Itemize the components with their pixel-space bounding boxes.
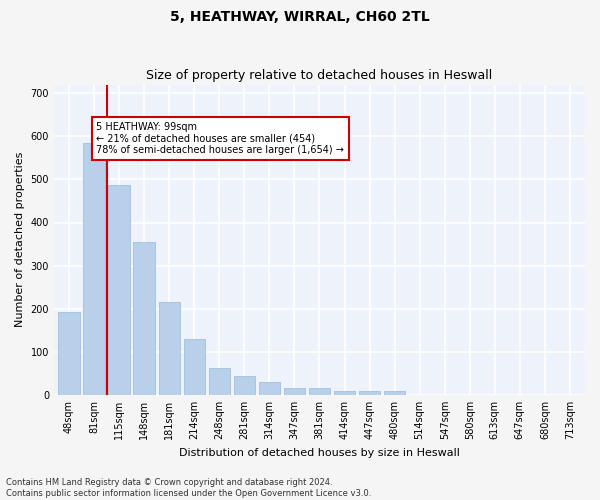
X-axis label: Distribution of detached houses by size in Heswall: Distribution of detached houses by size … (179, 448, 460, 458)
Bar (133, 242, 155, 395)
Title: Size of property relative to detached houses in Heswall: Size of property relative to detached ho… (146, 69, 493, 82)
Bar (184, 339, 205, 395)
Text: 5, HEATHWAY, WIRRAL, CH60 2TL: 5, HEATHWAY, WIRRAL, CH60 2TL (170, 10, 430, 24)
Bar (359, 390, 380, 395)
Bar (384, 392, 405, 395)
Text: 5 HEATHWAY: 99sqm
← 21% of detached houses are smaller (454)
78% of semi-detache: 5 HEATHWAY: 99sqm ← 21% of detached hous… (97, 122, 344, 155)
Text: Contains HM Land Registry data © Crown copyright and database right 2024.
Contai: Contains HM Land Registry data © Crown c… (6, 478, 371, 498)
Bar (83, 143, 104, 395)
Bar (109, 185, 130, 395)
Bar (284, 388, 305, 395)
Y-axis label: Number of detached properties: Number of detached properties (15, 152, 25, 328)
Bar (334, 392, 355, 395)
Bar (209, 368, 230, 395)
Bar (158, 302, 180, 395)
Bar (309, 388, 330, 395)
Bar (259, 382, 280, 395)
Bar (233, 376, 255, 395)
Bar (58, 312, 80, 395)
